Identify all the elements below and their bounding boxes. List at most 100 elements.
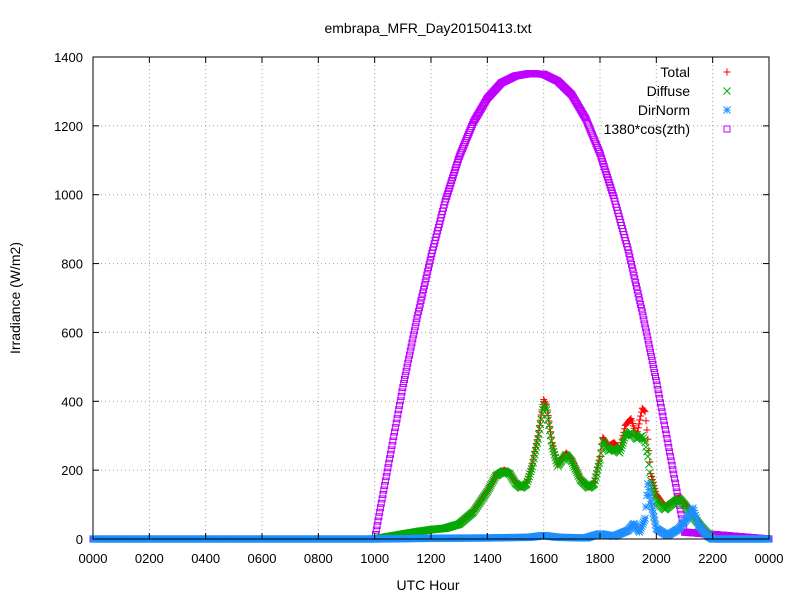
data-point	[616, 446, 625, 455]
data-point	[523, 477, 532, 486]
data-point	[669, 466, 677, 474]
data-point	[628, 264, 636, 272]
data-point	[418, 293, 426, 301]
data-point	[650, 364, 658, 372]
data-point	[549, 445, 557, 453]
data-point	[632, 279, 640, 287]
data-point	[383, 468, 391, 476]
data-point	[410, 331, 418, 339]
data-point	[659, 412, 667, 420]
data-point	[649, 360, 657, 368]
data-point	[380, 486, 388, 494]
x-tick-label: 0400	[191, 551, 220, 566]
data-point	[394, 410, 402, 418]
x-tick-label: 0000	[755, 551, 784, 566]
data-point	[398, 388, 406, 396]
data-point	[423, 271, 431, 279]
data-point	[654, 386, 662, 394]
data-point	[640, 436, 648, 445]
x-tick-label: 1400	[473, 551, 502, 566]
y-tick-label: 1000	[54, 188, 83, 203]
x-tick-label: 1000	[360, 551, 389, 566]
data-point	[391, 424, 399, 432]
data-point	[594, 145, 602, 153]
data-point	[549, 447, 558, 456]
data-point	[374, 517, 382, 525]
legend-marker	[723, 68, 731, 76]
data-point	[384, 464, 392, 472]
data-point	[413, 315, 421, 323]
data-point	[638, 308, 646, 316]
data-point	[389, 437, 397, 445]
data-point	[650, 516, 659, 525]
data-point	[412, 319, 420, 327]
data-point	[641, 438, 649, 447]
data-point	[638, 431, 647, 440]
data-point	[527, 465, 536, 474]
data-point	[416, 300, 424, 308]
data-point	[626, 253, 634, 261]
data-point	[404, 359, 412, 367]
data-point	[405, 351, 413, 359]
data-point	[420, 282, 428, 290]
data-point	[645, 340, 653, 348]
y-tick-label: 1200	[54, 119, 83, 134]
data-point	[402, 367, 410, 375]
legend-marker	[723, 125, 731, 133]
data-point	[627, 260, 635, 268]
data-point	[648, 356, 656, 364]
data-point	[644, 460, 653, 469]
data-point	[382, 473, 390, 481]
grid	[93, 57, 769, 539]
data-point	[647, 348, 655, 356]
data-point	[642, 417, 650, 425]
data-point	[550, 450, 559, 459]
data-point	[634, 424, 642, 432]
data-point	[641, 408, 649, 416]
axis-ticks: 0000 0200 0400 0600 0800 1000 1200 1400 1600 1800…	[54, 50, 783, 566]
y-tick-label: 400	[61, 394, 83, 409]
data-point	[667, 457, 675, 465]
data-point	[630, 271, 638, 279]
data-point	[379, 490, 387, 498]
data-point	[596, 455, 604, 464]
x-tick-label: 0000	[79, 551, 108, 566]
data-point	[375, 513, 383, 521]
data-point	[633, 286, 641, 294]
data-point	[640, 316, 648, 324]
y-axis-title: Irradiance (W/m2)	[7, 242, 23, 354]
legend-label: Total	[660, 64, 690, 80]
data-point	[624, 246, 632, 254]
data-point	[635, 293, 643, 301]
data-point	[407, 343, 415, 351]
data-point	[381, 482, 389, 490]
data-point	[662, 430, 670, 438]
x-tick-label: 0600	[248, 551, 277, 566]
legend-marker	[723, 87, 731, 95]
data-point	[391, 428, 399, 436]
data-point	[617, 444, 626, 452]
x-tick-label: 2000	[642, 551, 671, 566]
data-point	[619, 439, 627, 447]
data-point	[665, 443, 673, 451]
data-point	[672, 484, 680, 492]
data-point	[661, 421, 669, 429]
data-point	[663, 435, 671, 443]
data-point	[639, 312, 647, 320]
data-point	[468, 122, 476, 130]
data-point	[653, 381, 661, 389]
data-point	[376, 504, 384, 512]
data-point	[642, 443, 650, 452]
x-tick-label: 1800	[586, 551, 615, 566]
data-point	[595, 147, 603, 155]
chart-title: embrapa_MFR_Day20150413.txt	[324, 20, 531, 36]
data-point	[645, 468, 654, 477]
data-point	[381, 477, 389, 485]
data-point	[637, 300, 645, 308]
data-point	[396, 401, 404, 409]
data-point	[671, 479, 679, 487]
data-point	[526, 470, 534, 478]
data-point	[640, 406, 648, 414]
data-point	[411, 323, 419, 331]
